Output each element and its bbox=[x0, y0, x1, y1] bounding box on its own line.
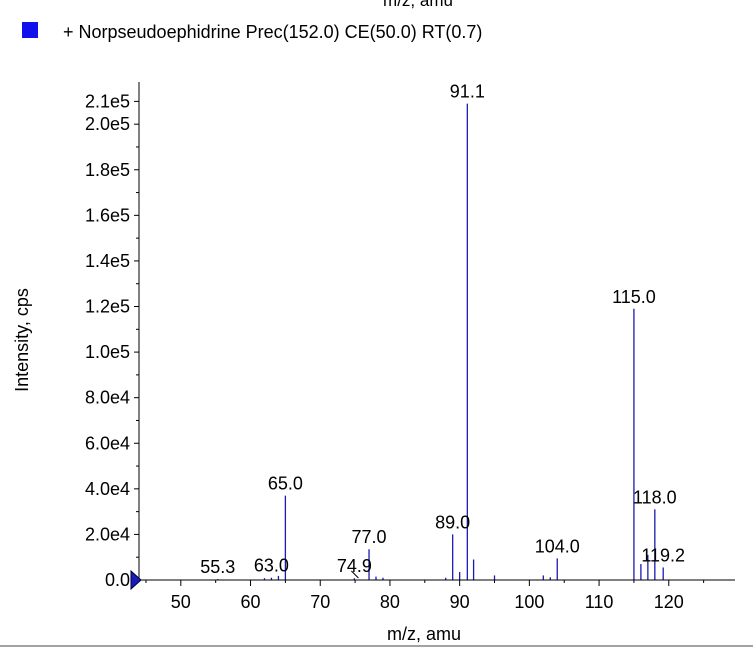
y-tick-label: 1.2e5 bbox=[85, 297, 130, 317]
y-tick-label: 0.0 bbox=[105, 570, 130, 590]
x-tick-label: 90 bbox=[450, 592, 470, 612]
y-tick-label: 2.0e4 bbox=[85, 524, 130, 544]
peak-labels-group: 55.3 63.0 65.0 74.9 77.0 89.0 91.1 104.0 115.0 11… bbox=[200, 82, 685, 579]
x-tick-label: 120 bbox=[654, 592, 684, 612]
x-tick-label: 60 bbox=[241, 592, 261, 612]
legend-label: + Norpseudoephidrine Prec(152.0) CE(50.0… bbox=[63, 22, 482, 42]
zero-marker-icon[interactable] bbox=[130, 569, 142, 591]
y-tick-label: 8.0e4 bbox=[85, 388, 130, 408]
peak-label: 115.0 bbox=[612, 287, 656, 307]
peak-label: 91.1 bbox=[450, 82, 485, 102]
peak-label-leader bbox=[351, 570, 359, 579]
peak-label: 104.0 bbox=[535, 536, 580, 556]
y-tick-label: 1.6e5 bbox=[85, 205, 130, 225]
x-tick-label: 110 bbox=[585, 592, 614, 612]
peak-label: 55.3 bbox=[200, 557, 235, 577]
x-tick-label: 50 bbox=[171, 592, 191, 612]
y-tick-label: 1.8e5 bbox=[85, 160, 130, 180]
y-tick-label: 1.0e5 bbox=[85, 342, 130, 362]
y-axis-label: Intensity, cps bbox=[12, 288, 32, 392]
x-axis-label: m/z, amu bbox=[387, 624, 461, 644]
peak-label: 77.0 bbox=[352, 527, 387, 547]
y-tick-label: 6.0e4 bbox=[85, 433, 130, 453]
legend-swatch bbox=[22, 22, 38, 38]
y-tick-label: 4.0e4 bbox=[85, 479, 130, 499]
x-tick-label: 70 bbox=[310, 592, 330, 612]
top-clipped-text: m/z, amu bbox=[383, 0, 453, 10]
axes-group: 0.0 2.0e4 4.0e4 6.0e4 8.0e4 1.0e5 1.2e5 1.4e5 1.… bbox=[85, 82, 735, 612]
y-tick-label: 2.1e5 bbox=[85, 91, 130, 111]
peak-label: 74.9 bbox=[337, 556, 372, 576]
x-tick-label: 100 bbox=[514, 592, 544, 612]
peak-label: 63.0 bbox=[254, 556, 289, 576]
peak-label: 118.0 bbox=[633, 487, 677, 507]
y-tick-label: 1.4e5 bbox=[85, 251, 130, 271]
peak-label: 65.0 bbox=[268, 474, 303, 494]
peak-label: 89.0 bbox=[435, 512, 470, 532]
y-tick-label: 2.0e5 bbox=[85, 114, 130, 134]
x-tick-label: 80 bbox=[380, 592, 400, 612]
peak-label: 119.2 bbox=[641, 545, 685, 565]
peaks-group bbox=[217, 103, 664, 580]
